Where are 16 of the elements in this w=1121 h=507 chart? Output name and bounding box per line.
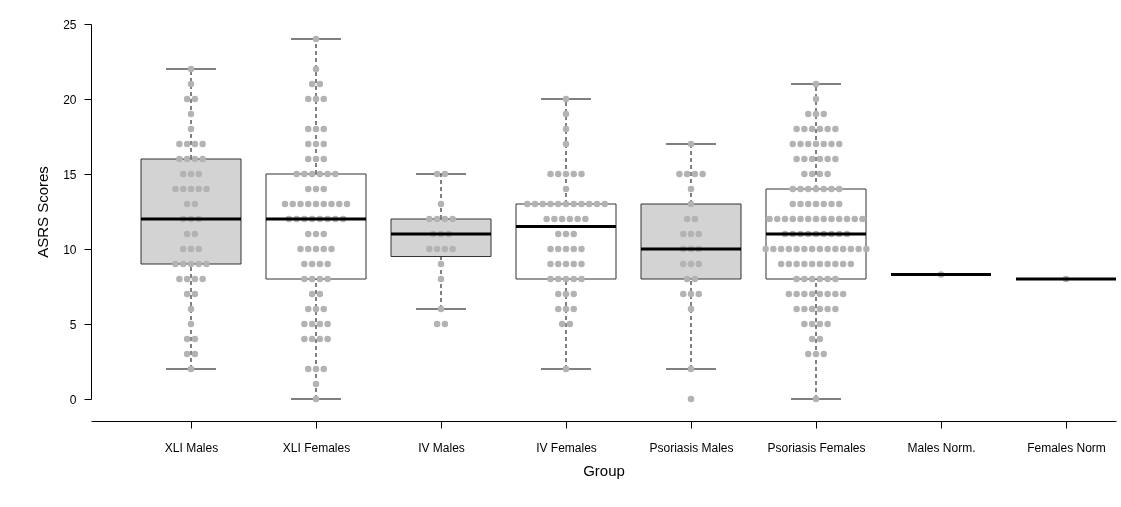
- y-tick-label: 10: [63, 242, 77, 257]
- y-tick-label: 25: [63, 17, 77, 32]
- x-tick-label: Females Norm: [1027, 440, 1106, 455]
- x-tick-label: XLI Females: [282, 440, 351, 455]
- y-tick-label: 15: [63, 167, 77, 182]
- x-tick-label: IV Females: [536, 440, 597, 455]
- x-axis-title: Group: [583, 461, 625, 479]
- y-tick-label: 5: [69, 317, 77, 332]
- y-axis-title: ASRS Scores: [34, 166, 52, 258]
- x-tick-label: Psoriasis Females: [767, 440, 866, 455]
- y-tick-label: 0: [69, 392, 77, 407]
- y-tick-label: 20: [63, 92, 77, 107]
- x-tick-label: XLI Males: [164, 440, 219, 455]
- x-tick-label: Males Norm.: [907, 440, 976, 455]
- x-tick-label: IV Males: [418, 440, 465, 455]
- x-tick-label: Psoriasis Males: [649, 440, 734, 455]
